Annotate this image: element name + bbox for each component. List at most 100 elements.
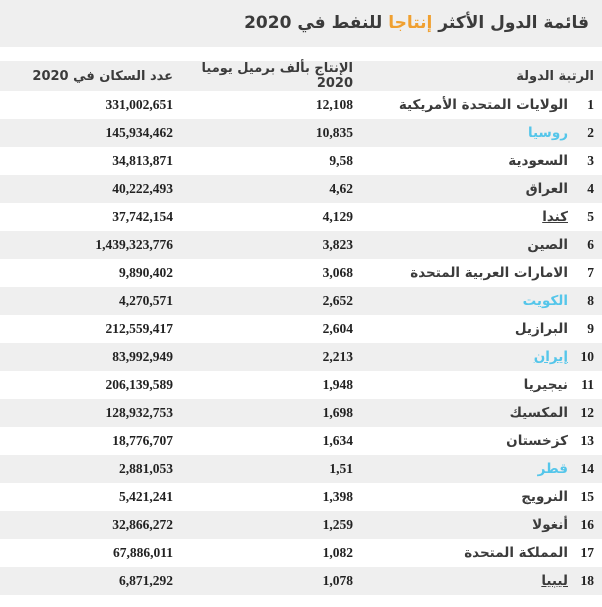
- country-name: الولايات المتحدة الأمريكية: [398, 97, 568, 113]
- rank-cell: 8: [568, 287, 602, 315]
- production-cell: 1,634: [173, 427, 353, 455]
- country-cell: قطر: [353, 455, 568, 483]
- country-cell: كزخستان: [353, 427, 568, 455]
- country-name: النرويج: [521, 489, 568, 505]
- table-row: 10 إيران 2,213 83,992,949: [0, 343, 602, 371]
- header-rank-country: الرتبة الدولة: [353, 61, 602, 91]
- production-cell: 2,213: [173, 343, 353, 371]
- population-cell: 6,871,292: [0, 567, 173, 595]
- production-cell: 1,698: [173, 399, 353, 427]
- country-name: الامارات العربية المتحدة: [410, 265, 568, 281]
- country-cell: نيجيريا: [353, 371, 568, 399]
- production-cell: 1,259: [173, 511, 353, 539]
- production-cell: 4,62: [173, 175, 353, 203]
- rank-cell: 18: [568, 567, 602, 595]
- country-cell: الامارات العربية المتحدة: [353, 259, 568, 287]
- production-cell: 1,948: [173, 371, 353, 399]
- table-row: 11 نيجيريا 1,948 206,139,589: [0, 371, 602, 399]
- production-cell: 1,082: [173, 539, 353, 567]
- table-row: 13 كزخستان 1,634 18,776,707: [0, 427, 602, 455]
- country-name: العراق: [525, 181, 568, 197]
- country-name: البرازيل: [514, 321, 568, 337]
- rank-cell: 9: [568, 315, 602, 343]
- rank-cell: 13: [568, 427, 602, 455]
- production-cell: 10,835: [173, 119, 353, 147]
- rank-cell: 7: [568, 259, 602, 287]
- title-band: قائمة الدول الأكثر إنتاجا للنفط في 2020: [0, 0, 602, 47]
- rank-cell: 11: [568, 371, 602, 399]
- population-cell: 212,559,417: [0, 315, 173, 343]
- rank-cell: 4: [568, 175, 602, 203]
- population-cell: 4,270,571: [0, 287, 173, 315]
- table-row: 8 الكويت 2,652 4,270,571: [0, 287, 602, 315]
- population-cell: 5,421,241: [0, 483, 173, 511]
- rank-cell: 10: [568, 343, 602, 371]
- rank-cell: 12: [568, 399, 602, 427]
- page-title-highlight: إنتاجا: [388, 13, 433, 33]
- production-cell: 1,398: [173, 483, 353, 511]
- table-body: 1 الولايات المتحدة الأمريكية 12,108 331,…: [0, 91, 602, 595]
- country-cell: النرويج: [353, 483, 568, 511]
- production-cell: 2,652: [173, 287, 353, 315]
- country-link[interactable]: روسيا: [527, 125, 568, 141]
- table-row: 1 الولايات المتحدة الأمريكية 12,108 331,…: [0, 91, 602, 119]
- table-header-row: الرتبة الدولة الإنتاج بألف برميل يوميا 2…: [0, 61, 602, 91]
- population-cell: 18,776,707: [0, 427, 173, 455]
- production-cell: 1,51: [173, 455, 353, 483]
- rank-cell: 3: [568, 147, 602, 175]
- country-cell: الصين: [353, 231, 568, 259]
- population-cell: 34,813,871: [0, 147, 173, 175]
- country-link[interactable]: كندا: [542, 209, 568, 225]
- table-row: 3 السعودية 9,58 34,813,871: [0, 147, 602, 175]
- table-row: 17 المملكة المتحدة 1,082 67,886,011: [0, 539, 602, 567]
- country-cell: المملكة المتحدة: [353, 539, 568, 567]
- population-cell: 145,934,462: [0, 119, 173, 147]
- country-cell: الكويت: [353, 287, 568, 315]
- country-cell: السعودية: [353, 147, 568, 175]
- production-cell: 3,823: [173, 231, 353, 259]
- country-cell: العراق: [353, 175, 568, 203]
- country-link[interactable]: الكويت: [522, 293, 568, 309]
- production-cell: 1,078: [173, 567, 353, 595]
- country-name: الصين: [527, 237, 568, 253]
- rank-cell: 14: [568, 455, 602, 483]
- population-cell: 331,002,651: [0, 91, 173, 119]
- population-cell: 206,139,589: [0, 371, 173, 399]
- rank-cell: 17: [568, 539, 602, 567]
- table-row: 16 أنغولا 1,259 32,866,272: [0, 511, 602, 539]
- country-cell: البرازيل: [353, 315, 568, 343]
- country-link[interactable]: ليبيا: [541, 573, 568, 589]
- population-cell: 40,222,493: [0, 175, 173, 203]
- page-title-before: قائمة الدول الأكثر: [432, 13, 589, 33]
- page-title: قائمة الدول الأكثر إنتاجا للنفط في 2020: [10, 12, 589, 34]
- population-cell: 128,932,753: [0, 399, 173, 427]
- country-name: المكسيك: [509, 405, 568, 421]
- country-link[interactable]: قطر: [537, 461, 568, 477]
- country-name: السعودية: [508, 153, 568, 169]
- table-row: 4 العراق 4,62 40,222,493: [0, 175, 602, 203]
- production-cell: 12,108: [173, 91, 353, 119]
- population-cell: 2,881,053: [0, 455, 173, 483]
- country-cell: روسيا: [353, 119, 568, 147]
- table-row: 15 النرويج 1,398 5,421,241: [0, 483, 602, 511]
- rank-cell: 2: [568, 119, 602, 147]
- rank-cell: 5: [568, 203, 602, 231]
- production-cell: 2,604: [173, 315, 353, 343]
- header-population: عدد السكان في 2020: [0, 61, 173, 91]
- country-cell: ليبيا: [353, 567, 568, 595]
- table-row: 14 قطر 1,51 2,881,053: [0, 455, 602, 483]
- rank-cell: 6: [568, 231, 602, 259]
- table-row: 18 ليبيا 1,078 6,871,292: [0, 567, 602, 595]
- production-cell: 9,58: [173, 147, 353, 175]
- oil-producers-table: الرتبة الدولة الإنتاج بألف برميل يوميا 2…: [0, 61, 602, 595]
- country-cell: أنغولا: [353, 511, 568, 539]
- country-cell: كندا: [353, 203, 568, 231]
- country-link[interactable]: إيران: [533, 349, 568, 365]
- table-row: 2 روسيا 10,835 145,934,462: [0, 119, 602, 147]
- country-cell: إيران: [353, 343, 568, 371]
- table-row: 6 الصين 3,823 1,439,323,776: [0, 231, 602, 259]
- population-cell: 9,890,402: [0, 259, 173, 287]
- table-row: 12 المكسيك 1,698 128,932,753: [0, 399, 602, 427]
- population-cell: 67,886,011: [0, 539, 173, 567]
